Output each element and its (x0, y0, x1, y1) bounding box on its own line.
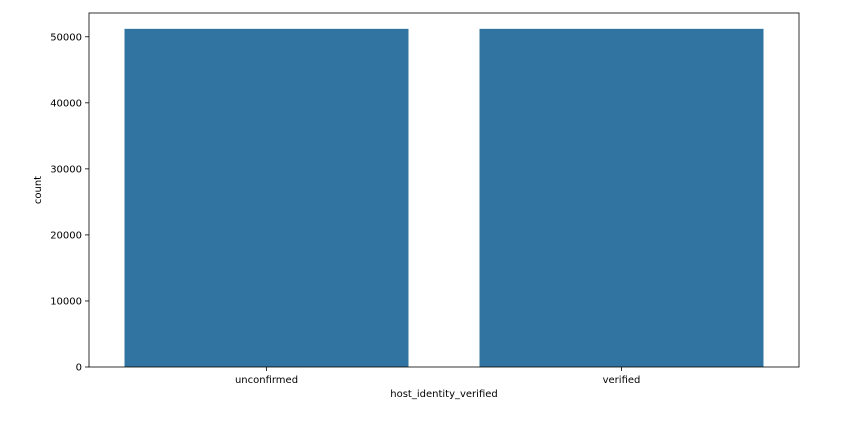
x-tick-label: unconfirmed (235, 375, 298, 386)
plot-frame (88, 12, 800, 368)
bar-unconfirmed (124, 28, 409, 368)
y-tick-label: 30000 (50, 164, 82, 175)
y-axis: 0 10000 20000 30000 40000 50000 (50, 32, 89, 374)
y-tick-label: 10000 (50, 296, 82, 307)
y-tick-label: 50000 (50, 32, 82, 43)
y-axis-label: count (33, 176, 44, 204)
bars-group (124, 28, 764, 368)
y-tick-label: 40000 (50, 98, 82, 109)
x-tick-label: verified (603, 375, 641, 386)
y-tick-label: 0 (76, 363, 82, 374)
bar-verified (479, 28, 764, 368)
x-axis: unconfirmed verified (235, 367, 640, 386)
y-tick-label: 20000 (50, 230, 82, 241)
x-axis-label: host_identity_verified (390, 389, 498, 400)
